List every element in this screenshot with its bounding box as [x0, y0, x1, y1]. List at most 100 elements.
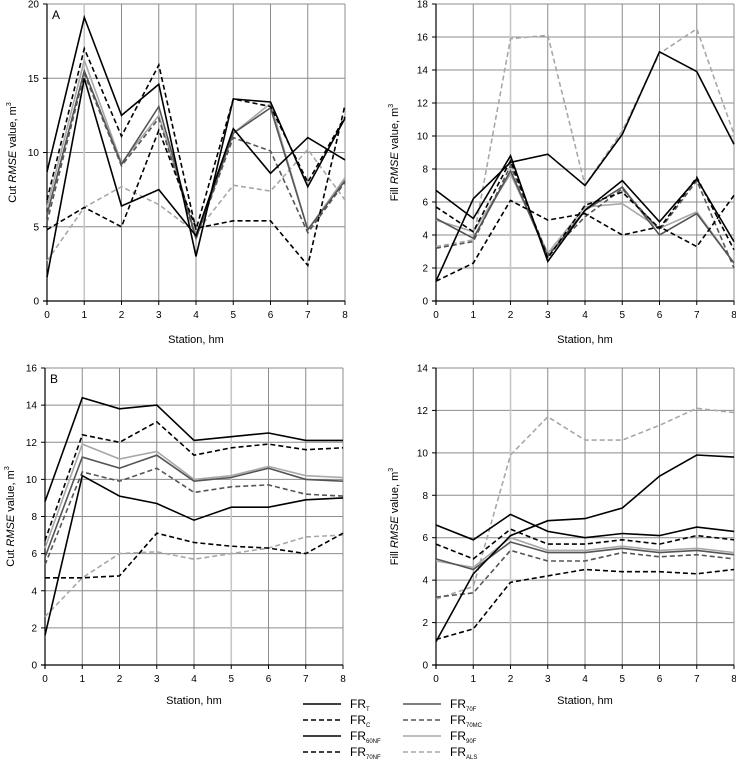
- x-tick-label: 2: [508, 674, 514, 685]
- x-tick-label: 6: [657, 310, 663, 321]
- x-tick-label: 2: [117, 674, 123, 685]
- chart-top-left: 0 5 10 15 20 0 1 2 3 4 5 6 7 8 Station, hm Cut RMSE val…: [6, 0, 348, 346]
- legend-label: FRALS: [450, 745, 477, 761]
- series-group: [46, 14, 346, 278]
- legend-item-fr-70nf: FR70NF: [303, 745, 381, 761]
- y-tick-label: 0: [422, 297, 428, 308]
- x-tick-label: 0: [433, 310, 439, 321]
- x-tick-label: 5: [228, 674, 234, 685]
- series-line-fr-70mc: [435, 549, 735, 598]
- gridlines: [436, 367, 735, 665]
- y-tick-label: 5: [33, 222, 39, 233]
- series-line-fr-70nf: [45, 532, 344, 579]
- legend-label: FRT: [350, 697, 370, 713]
- x-tick-label: 7: [694, 674, 700, 685]
- series-line-fr-t: [435, 513, 735, 541]
- x-tick-label: 1: [79, 674, 85, 685]
- x-tick-label: 7: [303, 674, 309, 685]
- series-group: [44, 396, 344, 636]
- series-line-fr-70nf: [435, 194, 735, 282]
- y-tick-label: 6: [422, 533, 428, 544]
- x-tick-label: 6: [268, 310, 274, 321]
- legend-label: FR70NF: [350, 745, 381, 761]
- x-tick-label: 2: [119, 310, 125, 321]
- y-tick-label: 12: [26, 438, 38, 449]
- y-tick-label: 16: [26, 364, 38, 375]
- y-tick-label: 0: [33, 297, 39, 308]
- x-tick-label: 6: [657, 674, 663, 685]
- y-tick-label: 4: [31, 586, 37, 597]
- x-tick-label: 3: [545, 674, 551, 685]
- y-tick-label: 12: [417, 99, 429, 110]
- legend-label: FR70F: [450, 697, 477, 713]
- y-tick-label: 6: [31, 549, 37, 560]
- y-axis-title: Fill RMSE value, m3: [388, 468, 401, 566]
- y-tick-label: 8: [422, 491, 428, 502]
- legend-label: FR60NF: [350, 729, 381, 745]
- legend-label: FR90F: [450, 729, 477, 745]
- x-tick-label: 4: [193, 310, 199, 321]
- x-tick-label: 7: [694, 310, 700, 321]
- y-tick-label: 4: [422, 231, 428, 242]
- y-tick-label: 2: [422, 264, 428, 275]
- x-tick-label: 4: [582, 310, 588, 321]
- x-tick-label: 5: [619, 674, 625, 685]
- y-tick-label: 6: [422, 198, 428, 209]
- x-tick-label: 0: [44, 310, 50, 321]
- y-tick-label: 18: [417, 0, 429, 11]
- series-line-fr-t: [46, 14, 346, 257]
- x-tick-label: 7: [305, 310, 311, 321]
- x-tick-label: 0: [433, 674, 439, 685]
- y-tick-label: 0: [31, 661, 37, 672]
- x-tick-label: 1: [81, 310, 87, 321]
- x-tick-label: 8: [731, 674, 736, 685]
- y-axis-title: Cut RMSE value, m3: [6, 102, 19, 203]
- series-line-fr-70mc: [44, 467, 344, 566]
- x-tick-label: 6: [266, 674, 272, 685]
- gridlines: [45, 367, 344, 665]
- legend-item-fr-70f: FR70F: [403, 697, 477, 713]
- legend-item-fr-60nf: FR60NF: [303, 729, 381, 745]
- series-line-fr-als: [435, 407, 735, 600]
- y-tick-label: 16: [417, 33, 429, 44]
- legend-label: FRC: [350, 713, 371, 729]
- x-tick-label: 1: [470, 310, 476, 321]
- series-line-fr-60nf: [44, 474, 344, 636]
- series-line-fr-t: [435, 153, 735, 264]
- y-tick-label: 10: [417, 448, 429, 459]
- x-tick-label: 2: [508, 310, 514, 321]
- legend-item-fr-t: FRT: [303, 697, 370, 713]
- x-tick-label: 8: [731, 310, 736, 321]
- y-tick-label: 14: [417, 364, 429, 375]
- legend-item-fr-als: FRALS: [403, 745, 477, 761]
- series-line-fr-90f: [435, 536, 735, 569]
- series-line-fr-60nf: [435, 454, 735, 643]
- panel-label: B: [50, 372, 58, 386]
- legend-item-fr-70mc: FR70MC: [403, 713, 483, 729]
- legend-item-fr-90f: FR90F: [403, 729, 477, 745]
- y-tick-label: 0: [422, 661, 428, 672]
- series-line-fr-60nf: [46, 78, 346, 278]
- y-tick-label: 4: [422, 576, 428, 587]
- x-tick-label: 3: [154, 674, 160, 685]
- series-line-fr-c: [435, 528, 735, 560]
- y-tick-label: 8: [422, 165, 428, 176]
- y-tick-label: 10: [28, 148, 40, 159]
- y-tick-label: 2: [422, 618, 428, 629]
- x-axis-title: Station, hm: [166, 695, 222, 707]
- legend-item-fr-c: FRC: [303, 713, 371, 729]
- y-tick-label: 8: [31, 512, 37, 523]
- x-axis-title: Station, hm: [557, 334, 613, 346]
- y-tick-label: 12: [417, 406, 429, 417]
- y-tick-label: 2: [31, 623, 37, 634]
- x-axis-title: Station, hm: [557, 695, 613, 707]
- legend-label: FR70MC: [450, 713, 483, 729]
- series-group: [435, 27, 735, 282]
- x-axis-title: Station, hm: [168, 334, 224, 346]
- series-group: [435, 407, 735, 643]
